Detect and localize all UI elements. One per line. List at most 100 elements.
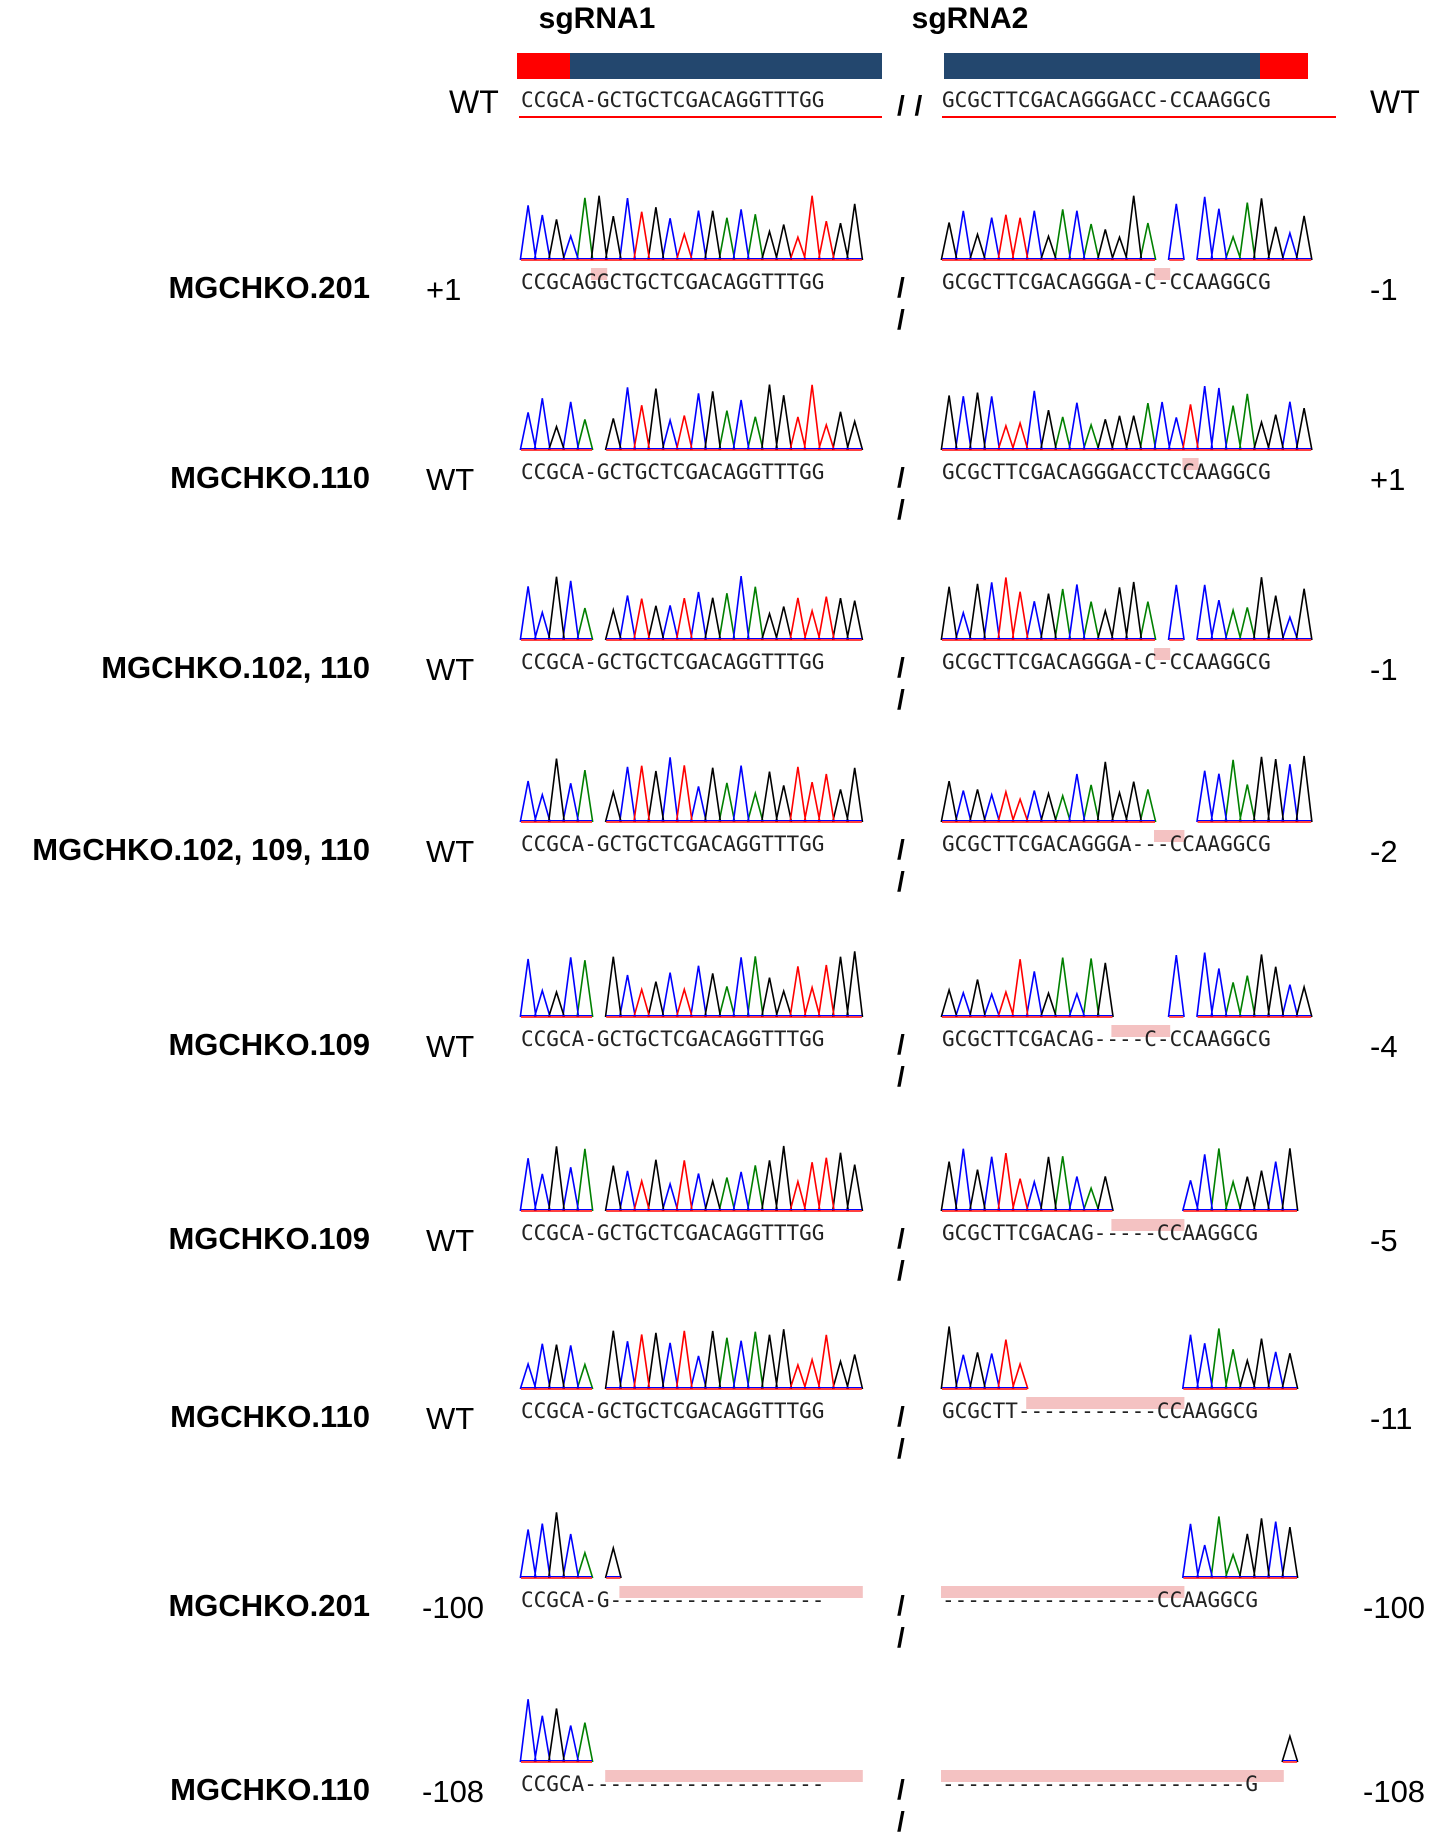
sgrna2-trace-C — [954, 773, 1086, 823]
sgrna1-indel-label: +1 — [426, 272, 462, 307]
sgrna2-trace-C — [1196, 196, 1299, 261]
sgrna1-trace-A — [576, 769, 594, 823]
sgrna1-trace-G — [547, 1512, 566, 1579]
wt-left-label: WT — [449, 84, 499, 120]
sgrna1-sequence: CCGCA-G----------------- — [521, 1588, 825, 1612]
sgrna1-indel-label: WT — [426, 652, 475, 687]
chromatogram — [519, 384, 1313, 470]
sgrna1-trace-A — [576, 197, 764, 261]
sgrna2-trace-C — [1167, 954, 1185, 1018]
sgrna1-trace-G — [547, 758, 566, 823]
sgrna2-trace-A — [1224, 759, 1256, 823]
sgrna1-indel-label: WT — [426, 1223, 475, 1258]
wt-right-label: WT — [1370, 84, 1420, 120]
sgrna1-trace-G — [547, 1344, 566, 1390]
sgrna2-trace-C — [954, 1148, 1086, 1212]
sgrna2-trace-C — [1196, 584, 1299, 641]
sgrna1-trace-T — [633, 1330, 835, 1390]
sgrna1-indel-label: WT — [426, 1029, 475, 1064]
sgrna1-trace-C — [519, 1699, 580, 1763]
sgrna2-indel-highlight — [1111, 1025, 1171, 1037]
sgrna1-trace-C — [519, 1158, 580, 1212]
sequence-separator: / / — [897, 462, 906, 525]
sgrna1-trace-A — [576, 960, 594, 1018]
sgrna2-indel-highlight — [1026, 1397, 1185, 1409]
sgrna1-trace-G — [604, 1329, 864, 1390]
sequence-separator: / / — [897, 652, 906, 715]
sgrna1-indel-highlight — [605, 1770, 863, 1782]
sgrna1-trace-A — [576, 1148, 594, 1212]
sgrna2-pam-bar — [1260, 53, 1308, 79]
sgrna1-trace-G — [604, 1544, 622, 1579]
sgrna1-title: sgRNA1 — [538, 2, 656, 35]
sgrna2-trace-T — [997, 1152, 1029, 1212]
sgrna2-indel-label: -100 — [1363, 1590, 1426, 1625]
sgrna2-trace-A — [1054, 588, 1157, 641]
sgrna1-trace-C — [519, 1343, 580, 1390]
sgrna2-trace-G — [1238, 1148, 1299, 1212]
sgrna2-sequence: GCGCTTCGACAGGGACCTCCAAGGCG — [942, 460, 1271, 484]
sgrna2-trace-G — [1238, 1338, 1299, 1390]
sgrna1-trace-A — [718, 410, 764, 451]
sgrna2-indel-label: -5 — [1370, 1223, 1398, 1258]
sgrna1-trace-G — [547, 1146, 566, 1212]
sgrna1-trace-G — [547, 576, 566, 641]
sample-name: MGCHKO.102, 110 — [101, 650, 370, 685]
sgrna1-spacer-bar — [570, 53, 882, 79]
sgrna1-trace-C — [618, 576, 750, 641]
sequence-separator: / / — [897, 1401, 906, 1464]
sgrna2-indel-highlight — [941, 1770, 1284, 1782]
sgrna2-indel-label: +1 — [1370, 462, 1406, 497]
sgrna1-pam-bar — [517, 53, 570, 79]
sgrna2-trace-A — [1224, 607, 1256, 641]
sgrna2-trace-A — [1054, 957, 1100, 1018]
sample-name: MGCHKO.201 — [168, 1588, 370, 1623]
sgrna2-trace-T — [997, 788, 1029, 823]
sgrna1-trace-C — [519, 780, 580, 823]
sgrna1-trace-G — [604, 951, 864, 1018]
sgrna1-trace-C — [519, 580, 580, 641]
sgrna2-trace-G — [940, 1156, 1114, 1212]
sgrna2-trace-A — [1054, 784, 1157, 823]
sgrna1-trace-C — [618, 1340, 750, 1390]
sgrna1-trace-A — [718, 1331, 764, 1390]
sgrna1-trace-T — [633, 765, 835, 823]
sample-name: MGCHKO.110 — [170, 460, 370, 495]
sgrna2-trace-T — [997, 959, 1029, 1018]
sgrna2-trace-C — [954, 582, 1086, 641]
sgrna1-trace-A — [718, 1165, 764, 1212]
sgrna2-trace-A — [1210, 1516, 1242, 1579]
sgrna2-indel-label: -1 — [1370, 272, 1398, 307]
sgrna1-trace-C — [519, 398, 580, 451]
wt-sequence-1: CCGCA-GCTGCTCGACAGGTTTGG — [521, 88, 825, 112]
sgrna2-trace-G — [940, 195, 1143, 261]
sgrna1-trace-G — [604, 767, 864, 823]
sample-name: MGCHKO.102, 109, 110 — [32, 832, 370, 867]
sgrna1-indel-label: -108 — [422, 1774, 485, 1809]
sgrna2-trace-A — [1210, 1148, 1242, 1212]
sgrna1-trace-G — [604, 597, 864, 641]
sequence-separator: / / — [897, 272, 906, 335]
sgrna2-trace-C — [1167, 203, 1185, 261]
sgrna1-trace-A — [576, 1361, 594, 1390]
chromatogram — [519, 1145, 1299, 1231]
sgrna1-trace-C — [618, 1170, 750, 1212]
sgrna2-indel-label: -1 — [1370, 652, 1398, 687]
sample-name: MGCHKO.201 — [168, 270, 370, 305]
sequence-separator: / / — [897, 1223, 906, 1286]
sgrna1-indel-highlight — [619, 1586, 863, 1598]
sgrna2-trace-A — [1224, 975, 1256, 1018]
sgrna1-indel-label: -100 — [422, 1590, 485, 1625]
sgrna1-trace-T — [633, 964, 835, 1018]
sgrna1-trace-C — [618, 757, 750, 823]
sample-name: MGCHKO.110 — [170, 1399, 370, 1434]
wt-sequence-2: GCGCTTCGACAGGGACC-CCAAGGCG — [942, 88, 1271, 112]
sgrna2-indel-highlight — [1111, 1219, 1185, 1231]
sgrna1-trace-A — [576, 419, 594, 451]
sgrna2-trace-A — [1210, 1328, 1242, 1390]
chromatogram — [519, 1326, 1299, 1409]
sgrna2-trace-G — [940, 962, 1114, 1018]
sgrna2-trace-G — [1252, 954, 1313, 1018]
sgrna2-sequence: GCGCTTCGACAG-----CCAAGGCG — [942, 1221, 1259, 1245]
sgrna1-trace-G — [547, 1708, 566, 1763]
